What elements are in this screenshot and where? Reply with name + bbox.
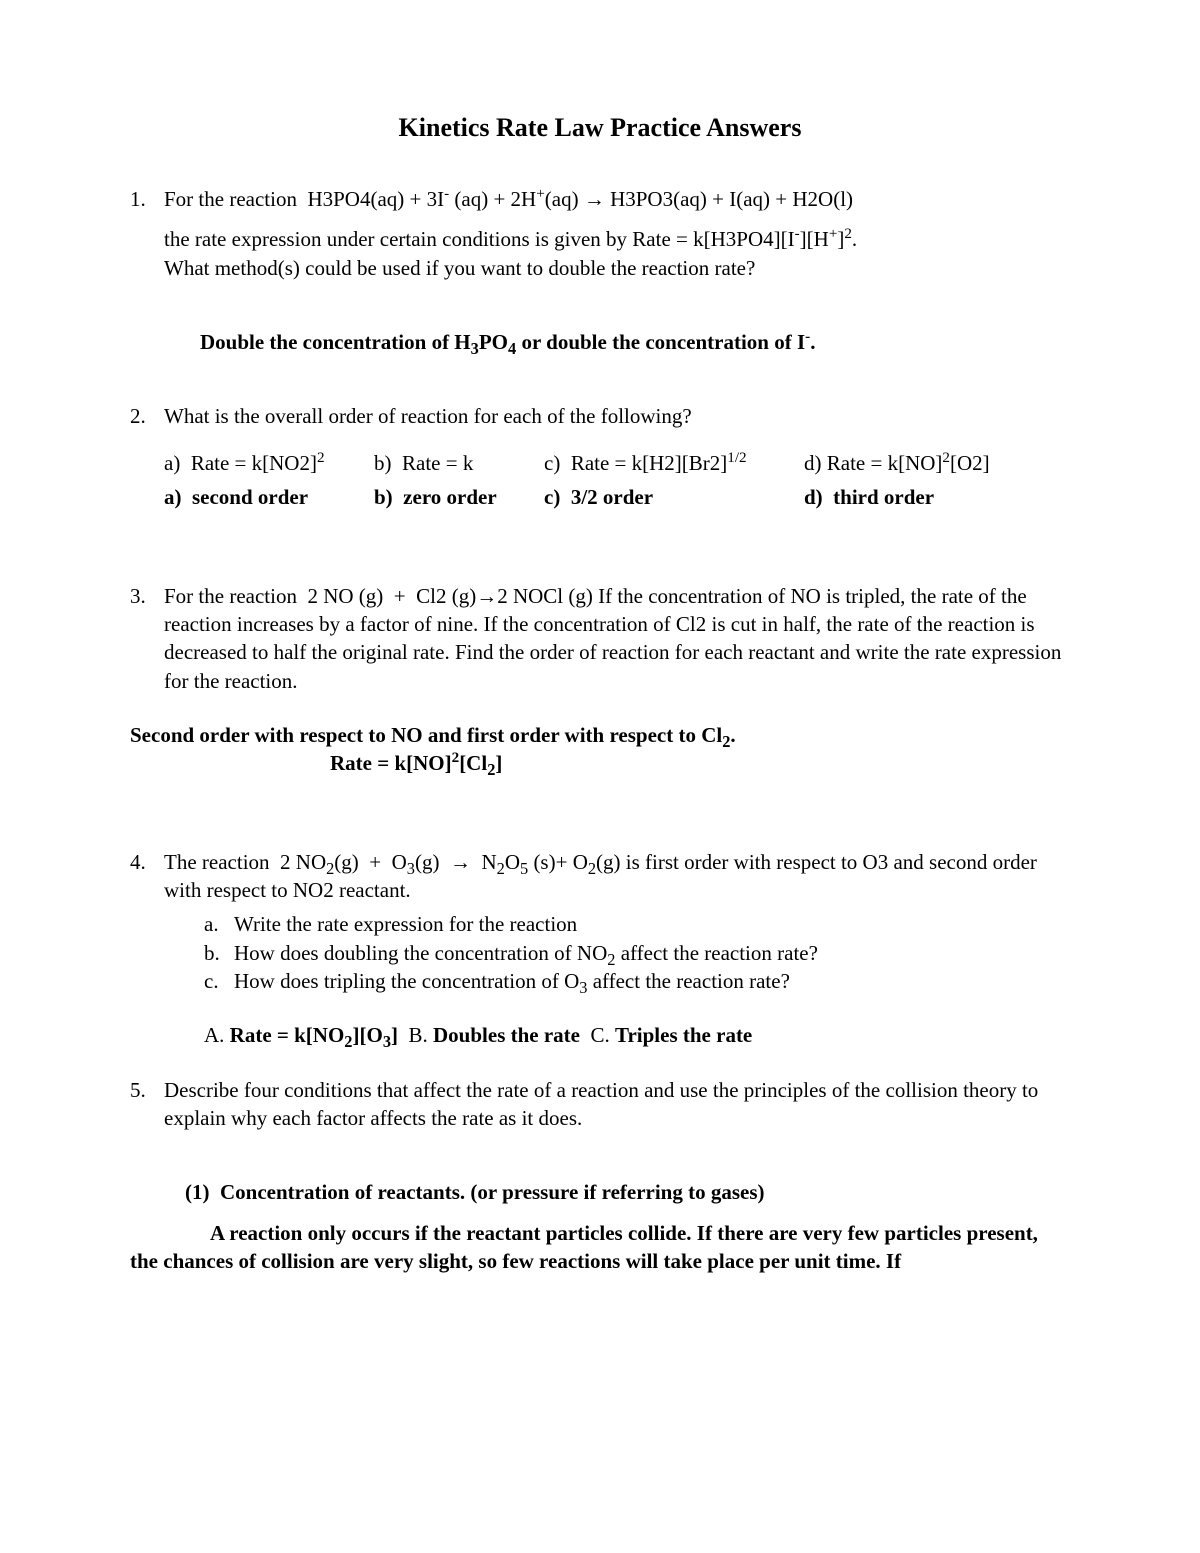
q2-opt-a: a) Rate = k[NO2]2 bbox=[164, 449, 364, 477]
question-2: 2. What is the overall order of reaction… bbox=[130, 402, 1070, 511]
q5-answer-body: A reaction only occurs if the reactant p… bbox=[130, 1219, 1070, 1276]
q4-sublist: a.Write the rate expression for the reac… bbox=[204, 910, 1070, 995]
qbody-5: Describe four conditions that affect the… bbox=[164, 1076, 1070, 1133]
q2-opt-b: b) Rate = k bbox=[374, 449, 534, 477]
q2-ans-a: a) second order bbox=[164, 483, 364, 511]
page-title: Kinetics Rate Law Practice Answers bbox=[130, 110, 1070, 145]
question-3: 3. For the reaction 2 NO (g) + Cl2 (g)→2… bbox=[130, 582, 1070, 695]
q2-answers: a) second order b) zero order c) 3/2 ord… bbox=[164, 483, 1070, 511]
qnum-1: 1. bbox=[130, 185, 164, 282]
qnum-5: 5. bbox=[130, 1076, 164, 1133]
qbody-2: What is the overall order of reaction fo… bbox=[164, 402, 1070, 511]
q2-opt-c: c) Rate = k[H2][Br2]1/2 bbox=[544, 449, 794, 477]
q4-ans-B-label: B. bbox=[398, 1023, 433, 1047]
qbody-1: For the reaction H3PO4(aq) + 3I- (aq) + … bbox=[164, 185, 1070, 282]
q2-options: a) Rate = k[NO2]2 b) Rate = k c) Rate = … bbox=[164, 449, 1070, 477]
q3-answer-line1: Second order with respect to NO and firs… bbox=[130, 721, 1070, 749]
q3-answer-line2: Rate = k[NO]2[Cl2] bbox=[330, 749, 1070, 777]
q4-ans-A: Rate = k[NO2][O3] bbox=[230, 1023, 398, 1047]
qbody-3: For the reaction 2 NO (g) + Cl2 (g)→2 NO… bbox=[164, 582, 1070, 695]
q4-ans-C: Triples the rate bbox=[615, 1023, 752, 1047]
q4-sub-c: c.How does tripling the concentration of… bbox=[204, 967, 1070, 995]
qnum-3: 3. bbox=[130, 582, 164, 695]
qnum-4: 4. bbox=[130, 848, 164, 1050]
q2-opt-d: d) Rate = k[NO]2[O2] bbox=[804, 449, 1070, 477]
q4-ans-A-label: A. bbox=[204, 1023, 230, 1047]
q4-ans-C-label: C. bbox=[580, 1023, 615, 1047]
q2-ans-b: b) zero order bbox=[374, 483, 534, 511]
qnum-2: 2. bbox=[130, 402, 164, 511]
question-1: 1. For the reaction H3PO4(aq) + 3I- (aq)… bbox=[130, 185, 1070, 282]
q1-line3: What method(s) could be used if you want… bbox=[164, 254, 1070, 282]
q4-text: The reaction 2 NO2(g) + O3(g) → N2O5 (s)… bbox=[164, 848, 1070, 905]
q2-ans-c: c) 3/2 order bbox=[544, 483, 794, 511]
q4-sub-b: b.How does doubling the concentration of… bbox=[204, 939, 1070, 967]
question-5: 5. Describe four conditions that affect … bbox=[130, 1076, 1070, 1133]
q1-answer: Double the concentration of H3PO4 or dou… bbox=[200, 328, 1070, 356]
question-4: 4. The reaction 2 NO2(g) + O3(g) → N2O5 … bbox=[130, 848, 1070, 1050]
q4-answers: A. Rate = k[NO2][O3] B. Doubles the rate… bbox=[204, 1021, 1070, 1049]
q5-answer-heading: (1) Concentration of reactants. (or pres… bbox=[185, 1178, 1070, 1206]
q4-ans-B: Doubles the rate bbox=[433, 1023, 580, 1047]
q2-ans-d: d) third order bbox=[804, 483, 1070, 511]
qbody-4: The reaction 2 NO2(g) + O3(g) → N2O5 (s)… bbox=[164, 848, 1070, 1050]
q2-text: What is the overall order of reaction fo… bbox=[164, 402, 1070, 430]
document-page: Kinetics Rate Law Practice Answers 1. Fo… bbox=[0, 0, 1200, 1553]
q1-line1: For the reaction H3PO4(aq) + 3I- (aq) + … bbox=[164, 185, 1070, 213]
q4-sub-a: a.Write the rate expression for the reac… bbox=[204, 910, 1070, 938]
q1-line2: the rate expression under certain condit… bbox=[164, 225, 1070, 253]
